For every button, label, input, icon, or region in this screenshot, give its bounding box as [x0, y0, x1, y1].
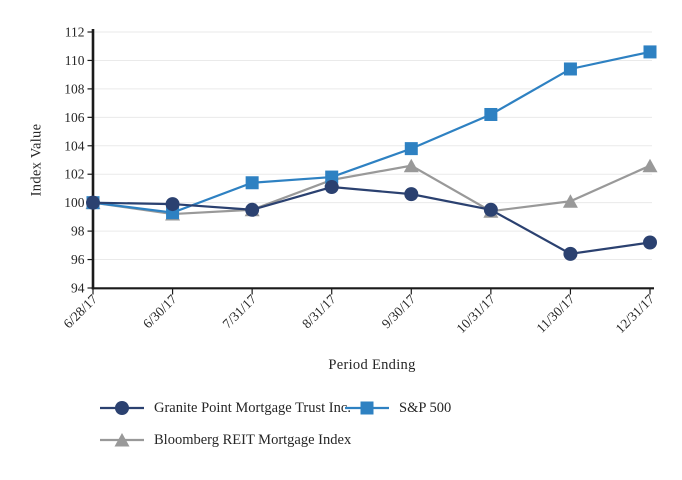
y-tick-label: 96 [71, 252, 85, 267]
legend-item-bloomberg-reit: Bloomberg REIT Mortgage Index [100, 431, 351, 449]
y-tick-label: 98 [71, 224, 85, 239]
data-point-marker [404, 187, 419, 202]
x-axis: 6/28/17 6/30/17 7/31/17 8/31/17 9/30/17 10/31… [60, 288, 657, 336]
legend-item-granite-point: Granite Point Mortgage Trust Inc. [100, 399, 351, 417]
x-tick-label: 6/30/17 [140, 291, 180, 331]
y-tick-label: 106 [64, 110, 85, 125]
y-tick-label: 108 [64, 81, 85, 96]
data-point-marker [245, 202, 260, 217]
y-tick-label: 104 [64, 138, 85, 153]
legend-label-granite-point: Granite Point Mortgage Trust Inc. [154, 399, 351, 416]
data-point-marker [563, 62, 577, 76]
data-point-marker [403, 158, 419, 173]
data-point-marker [245, 176, 259, 190]
data-point-marker [404, 142, 418, 156]
data-point-marker [643, 235, 657, 250]
y-tick-label: 112 [65, 25, 85, 40]
series-granite-point-mortgage-trust-inc [86, 180, 657, 261]
series-s-p-500 [86, 45, 657, 220]
data-point-marker [643, 45, 657, 59]
data-point-marker [642, 158, 658, 173]
data-point-marker [483, 202, 498, 217]
legend-item-sp500: S&P 500 [345, 399, 451, 417]
x-tick-label: 11/30/17 [533, 291, 577, 335]
data-point-marker [563, 246, 578, 261]
y-tick-label: 100 [64, 195, 85, 210]
data-point-marker [325, 170, 339, 184]
legend-label-bloomberg-reit: Bloomberg REIT Mortgage Index [154, 431, 352, 448]
data-point-marker [114, 433, 130, 447]
data-point-marker [165, 197, 180, 212]
y-axis: 94 96 98 100 102 104 106 108 110 112 [64, 25, 93, 296]
x-tick-label: 8/31/17 [299, 291, 339, 331]
x-tick-label: 9/30/17 [379, 291, 419, 331]
chart-plot: 94 96 98 100 102 104 106 108 110 112 6/28/17 6/30/1… [60, 25, 658, 336]
y-tick-label: 94 [71, 281, 85, 296]
x-tick-label: 6/28/17 [60, 291, 100, 331]
x-tick-label: 12/31/17 [613, 291, 658, 336]
legend-marker-circle-icon [100, 401, 144, 415]
y-tick-label: 102 [64, 167, 84, 182]
x-tick-label: 10/31/17 [453, 291, 498, 336]
gridlines [93, 31, 652, 261]
legend-marker-triangle-icon [100, 433, 144, 447]
data-point-marker [562, 194, 578, 208]
chart-legend: Granite Point Mortgage Trust Inc. S&P 50… [0, 399, 682, 469]
legend-marker-square-icon [345, 401, 389, 415]
x-tick-label: 7/31/17 [219, 291, 259, 331]
data-point-marker [86, 195, 100, 210]
y-tick-label: 110 [65, 53, 85, 68]
data-point-marker [324, 180, 339, 195]
data-point-marker [115, 401, 129, 415]
legend-label-sp500: S&P 500 [399, 399, 452, 416]
data-point-marker [484, 107, 498, 121]
x-axis-title: Period Ending [328, 357, 416, 373]
data-point-marker [360, 401, 374, 415]
